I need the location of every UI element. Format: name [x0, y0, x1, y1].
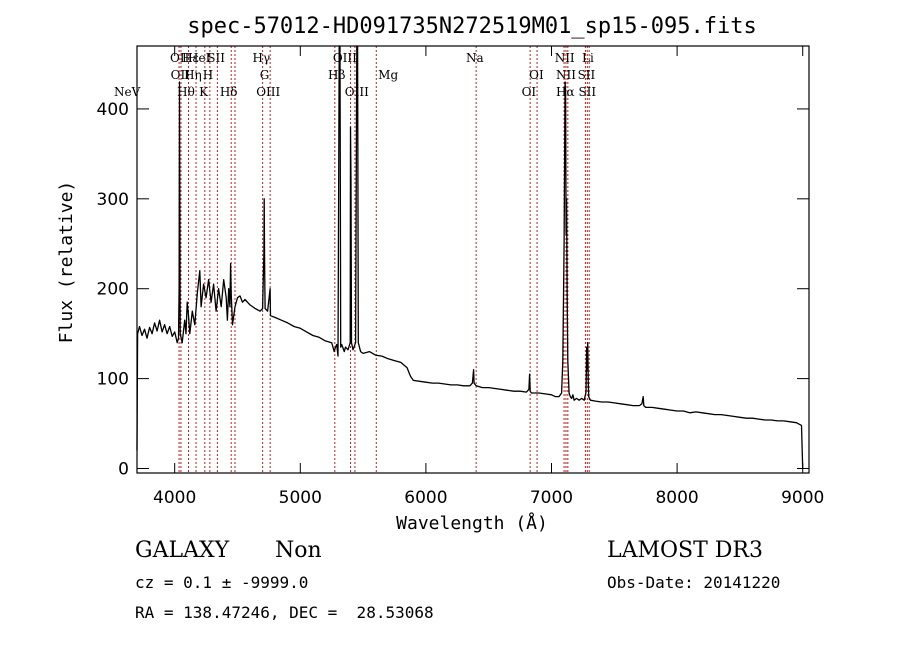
obs-date: Obs-Date: 20141220 — [607, 573, 781, 592]
line-label: G — [260, 68, 270, 82]
y-tick-label: 200 — [97, 280, 129, 300]
x-tick-label: 5000 — [279, 488, 322, 508]
y-tick-label: 0 — [118, 460, 129, 480]
line-label: NeV — [114, 85, 141, 99]
line-label: Hθ — [177, 85, 195, 99]
line-label: Hη — [184, 68, 202, 82]
x-tick-label: 7000 — [530, 488, 573, 508]
line-label: NII — [556, 68, 576, 82]
x-tick-label: 8000 — [655, 488, 698, 508]
line-label: Hε — [182, 51, 199, 65]
y-tick-label: 100 — [97, 370, 129, 390]
x-axis-label: Wavelength (Å) — [396, 512, 548, 534]
line-label: SII — [578, 68, 596, 82]
line-label: HeI — [188, 51, 211, 65]
chart-title: spec-57012-HD091735N272519M01_sp15-095.f… — [187, 14, 757, 39]
y-axis-ticks: 0 100 200 300 400 — [97, 100, 809, 480]
y-tick-label: 400 — [97, 100, 129, 120]
line-labels: NeVOIIOIIHθHεHηHeIKHSIIHδHγGOIIIHβOIIIOI… — [114, 51, 596, 99]
x-tick-label: 6000 — [404, 488, 447, 508]
survey-name: LAMOST DR3 — [607, 538, 763, 563]
line-label: Mg — [378, 68, 398, 82]
coordinates: RA = 138.47246, DEC = 28.53068 — [135, 603, 434, 622]
line-label: OI — [522, 85, 537, 99]
line-label: Hγ — [253, 51, 271, 65]
object-subclass: Non — [275, 538, 322, 563]
line-label: K — [199, 85, 209, 99]
spectrum-line — [136, 45, 804, 469]
line-label: SII — [207, 51, 225, 65]
x-tick-label: 4000 — [153, 488, 196, 508]
plot-frame — [136, 45, 810, 474]
y-tick-label: 300 — [97, 190, 129, 210]
line-label: H — [203, 68, 213, 82]
x-axis-ticks: 4000 5000 6000 7000 8000 9000 — [153, 46, 824, 508]
line-label: Na — [466, 51, 484, 65]
line-label: OIII — [256, 85, 280, 99]
line-label: Li — [582, 51, 594, 65]
line-label: NII — [555, 51, 575, 65]
line-label: OI — [529, 68, 544, 82]
line-label: OII — [171, 68, 191, 82]
line-label: SII — [578, 85, 596, 99]
line-markers — [178, 46, 590, 473]
redshift-readout: cz = 0.1 ± -9999.0 — [135, 573, 309, 592]
object-class: GALAXY — [135, 538, 230, 563]
x-tick-label: 9000 — [781, 488, 824, 508]
line-label: OIII — [333, 51, 357, 65]
y-axis-label: Flux (relative) — [56, 181, 77, 344]
line-label: Hβ — [328, 68, 345, 82]
line-label: Hδ — [220, 85, 238, 99]
